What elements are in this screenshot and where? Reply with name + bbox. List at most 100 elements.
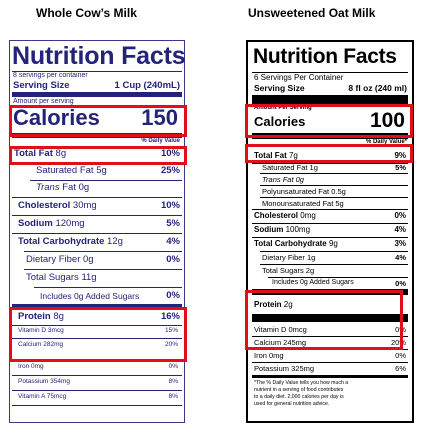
- nutrient-amount: 9g: [328, 239, 338, 248]
- potassium-dv: 8%: [168, 378, 178, 385]
- divider: [30, 180, 182, 181]
- whole-milk-title: Whole Cow’s Milk: [36, 6, 137, 20]
- calories-value: 150: [141, 105, 178, 130]
- sodium-row: Sodium 120mg: [18, 218, 85, 229]
- divider: [24, 269, 182, 270]
- nutrient-amount: 0mg: [300, 211, 316, 220]
- nutrient-name: Protein: [254, 300, 282, 309]
- nutrient-amount: 8g: [55, 148, 67, 159]
- divider: [12, 304, 182, 309]
- nutrient-name: Total Fat: [14, 148, 53, 159]
- divider: [252, 237, 408, 238]
- calcium-dv: 20%: [164, 341, 178, 348]
- nutrient-name: Cholesterol: [254, 211, 299, 220]
- cholesterol-dv: 0%: [394, 211, 406, 220]
- nutrient-name: Total Carbohydrate: [18, 236, 105, 247]
- total-fat-row: Total Fat 7g: [254, 151, 298, 160]
- divider: [34, 287, 182, 288]
- added-sugars-row: Includes 0g Added Sugars: [40, 291, 140, 301]
- divider: [260, 197, 408, 198]
- nutrient-amount: 7g: [288, 151, 298, 160]
- divider: [12, 233, 182, 234]
- serving-size-label: Serving Size: [254, 83, 305, 93]
- nutrient-name: Total Fat: [254, 151, 287, 160]
- nutrient-name: Protein: [18, 311, 51, 322]
- divider: [252, 72, 408, 73]
- nutrient-amount: 8g: [53, 311, 64, 322]
- divider: [260, 173, 408, 174]
- sodium-dv: 5%: [166, 218, 180, 229]
- carbohydrate-row: Total Carbohydrate 9g: [254, 239, 338, 248]
- divider: [12, 92, 182, 97]
- protein-dv: 16%: [160, 311, 180, 322]
- iron-dv: 0%: [395, 351, 406, 360]
- protein-highlight: [245, 290, 403, 350]
- saturated-fat-row: Saturated Fat 1g: [262, 163, 318, 172]
- nutrient-name: Sodium: [18, 218, 53, 229]
- divider: [12, 197, 182, 198]
- total-fat-highlight: [245, 144, 413, 163]
- fiber-row: Dietary Fiber 0g: [26, 254, 94, 265]
- nutrient-name: Total Carbohydrate: [254, 239, 327, 248]
- vitamin-d-row: Vitamin D 3mcg: [18, 327, 64, 334]
- divider: [252, 314, 408, 322]
- daily-value-header: % Daily Value*: [365, 139, 407, 145]
- protein-row: Protein 2g: [254, 300, 293, 309]
- footnote-line: to a daily diet. 2,000 calories per day …: [254, 394, 344, 400]
- divider: [12, 405, 182, 406]
- divider: [252, 223, 408, 224]
- nutrient-name: Cholesterol: [18, 200, 71, 211]
- footnote-line: nutrient in a serving of food contribute…: [254, 387, 344, 393]
- saturated-fat-row: Saturated Fat 5g: [36, 165, 107, 176]
- divider: [252, 362, 408, 363]
- sodium-dv: 4%: [394, 225, 406, 234]
- iron-dv: 0%: [168, 363, 178, 370]
- carbohydrate-row: Total Carbohydrate 12g: [18, 236, 123, 247]
- trans-fat-row: Trans Fat 0g: [36, 182, 89, 193]
- vitamin-d-row: Vitamin D 0mcg: [254, 325, 307, 334]
- nutrient-amount: 12g: [107, 236, 123, 247]
- divider: [12, 390, 182, 391]
- added-sugars-row: Includes 0g Added Sugars: [272, 279, 354, 286]
- nutrition-facts-heading: Nutrition Facts: [12, 42, 186, 70]
- oat-milk-nutrition-label: Nutrition Facts 6 Servings Per Container…: [246, 40, 414, 423]
- iron-row: Iron 0mg: [18, 363, 44, 370]
- daily-value-footnote: *The % Daily Value tells you how much a …: [254, 380, 348, 408]
- divider: [12, 375, 182, 376]
- divider: [260, 185, 408, 186]
- divider: [252, 209, 408, 210]
- divider: [12, 71, 182, 72]
- footnote-line: *The % Daily Value tells you how much a: [254, 380, 349, 386]
- calories-label: Calories: [13, 105, 100, 130]
- saturated-fat-dv: 5%: [395, 163, 406, 172]
- total-fat-highlight: [9, 146, 187, 165]
- iron-row: Iron 0mg: [254, 351, 284, 360]
- nutrient-amount: 120mg: [55, 218, 85, 229]
- nutrient-name: Sodium: [254, 225, 284, 234]
- total-sugars-row: Total Sugars 2g: [262, 266, 315, 275]
- calcium-dv: 20%: [390, 338, 406, 347]
- footnote-line: used for general nutrition advice.: [254, 401, 330, 407]
- nutrient-name: Trans: [36, 182, 60, 193]
- divider: [252, 336, 408, 337]
- potassium-row: Potassium 325mg: [254, 364, 315, 373]
- divider: [260, 264, 408, 265]
- divider: [252, 95, 408, 104]
- nutrition-facts-heading: Nutrition Facts: [253, 45, 397, 68]
- nutrient-amount: 100mg: [285, 225, 311, 234]
- divider: [260, 251, 408, 252]
- divider: [268, 277, 408, 278]
- divider: [252, 163, 408, 164]
- potassium-dv: 6%: [395, 364, 406, 373]
- daily-value-header: % Daily Value: [141, 138, 180, 144]
- total-fat-row: Total Fat 8g: [14, 148, 66, 159]
- sodium-row: Sodium 100mg: [254, 225, 310, 234]
- nutrient-amount: Fat 0g: [62, 182, 90, 193]
- divider: [12, 325, 182, 326]
- cholesterol-row: Cholesterol 30mg: [18, 200, 97, 211]
- nutrient-name: Saturated Fat: [36, 165, 94, 176]
- vitamin-a-row: Vitamin A 75mcg: [18, 393, 67, 400]
- protein-highlight: [9, 307, 187, 362]
- cholesterol-row: Cholesterol 0mg: [254, 211, 316, 220]
- saturated-fat-dv: 25%: [160, 165, 180, 176]
